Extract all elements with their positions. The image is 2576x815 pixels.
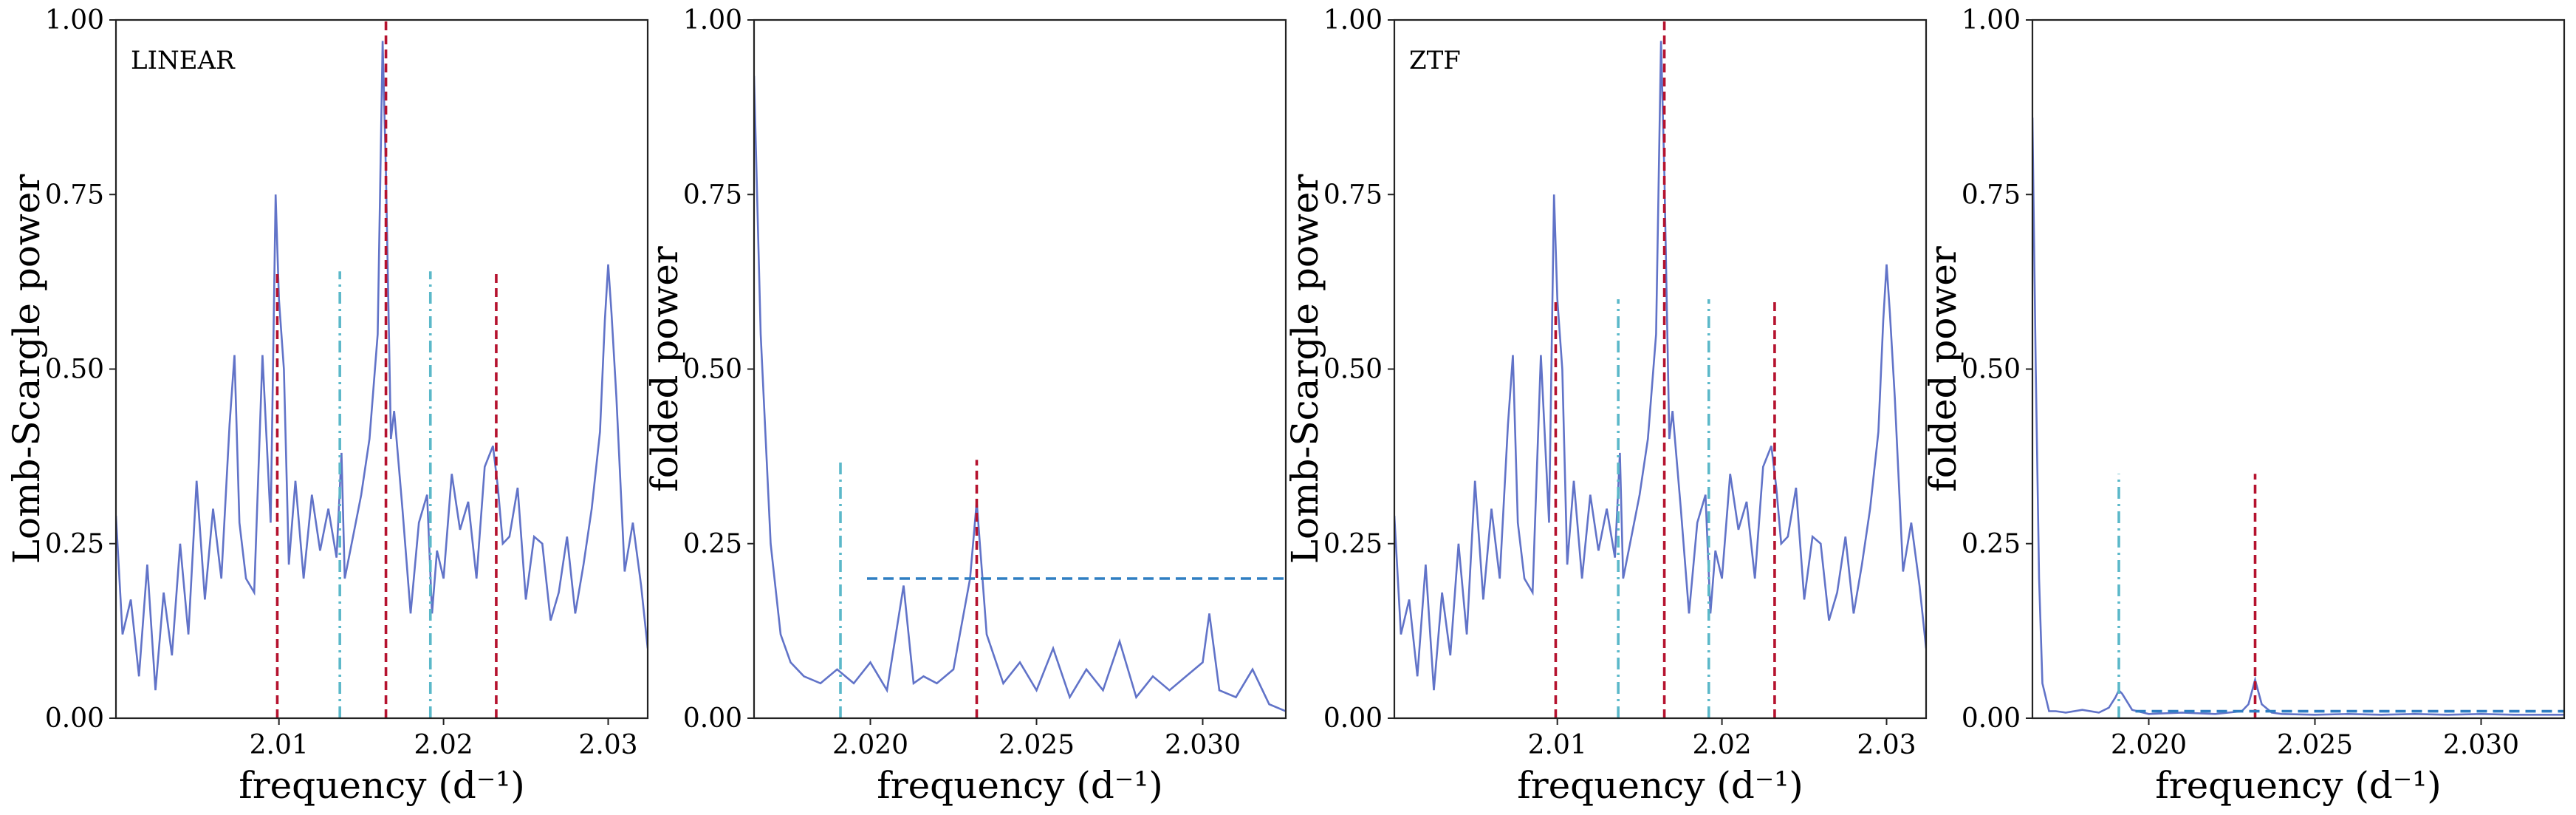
y-tick-label: 1.00 <box>1323 5 1383 35</box>
y-tick-label: 0.50 <box>683 355 742 385</box>
x-tick-label: 2.02 <box>1693 730 1752 760</box>
power-spectrum-line <box>1394 41 1926 691</box>
y-axis-label: Lomb-Scargle power <box>5 174 48 565</box>
x-axis-label: frequency (d⁻¹) <box>877 764 1163 807</box>
y-tick-label: 0.25 <box>1323 529 1383 559</box>
panel-label: LINEAR <box>131 46 236 75</box>
y-tick-label: 0.50 <box>1962 355 2021 385</box>
y-tick-label: 0.75 <box>1323 180 1383 210</box>
chart-panel-1: 0.00 0.25 0.50 0.75 1.00 2.01 2.02 2.03 frequenc… <box>5 5 649 807</box>
x-tick-label: 2.02 <box>414 730 473 760</box>
axes-frame <box>2031 18 2566 720</box>
y-tick-label: 0.50 <box>45 355 104 385</box>
axes-frame <box>753 18 1287 720</box>
y-tick-label: 1.00 <box>683 5 742 35</box>
y-tick-label: 0.25 <box>1962 529 2021 559</box>
x-tick-label: 2.025 <box>998 730 1075 760</box>
y-tick-label: 0.75 <box>683 180 742 210</box>
y-axis-label: folded power <box>643 246 686 492</box>
y-axis-label: folded power <box>1922 246 1964 492</box>
x-axis-label: frequency (d⁻¹) <box>2155 764 2442 807</box>
x-tick-label: 2.01 <box>250 730 309 760</box>
x-tick-label: 2.025 <box>2277 730 2353 760</box>
power-spectrum-line <box>116 41 648 691</box>
chart-panel-4: 0.00 0.25 0.50 0.75 1.00 2.020 2.025 2.030frequ… <box>1922 5 2566 807</box>
y-tick-label: 0.50 <box>1323 355 1383 385</box>
y-axis-label: Lomb-Scargle power <box>1284 174 1326 565</box>
y-tick-label: 0.00 <box>1323 703 1383 734</box>
x-tick-label: 2.01 <box>1528 730 1587 760</box>
y-tick-label: 0.00 <box>1962 703 2021 734</box>
x-tick-label: 2.020 <box>832 730 908 760</box>
y-tick-label: 0.00 <box>683 703 742 734</box>
y-tick-label: 0.25 <box>45 529 104 559</box>
power-spectrum-line <box>754 75 1286 712</box>
power-spectrum-line <box>2032 117 2564 716</box>
y-tick-label: 0.25 <box>683 529 742 559</box>
x-axis-label: frequency (d⁻¹) <box>1517 764 1803 807</box>
x-tick-label: 2.03 <box>1857 730 1916 760</box>
chart-panel-3: 0.00 0.25 0.50 0.75 1.00 2.01 2.02 2.03 frequenc… <box>1284 5 1928 807</box>
x-axis-label: frequency (d⁻¹) <box>239 764 525 807</box>
y-tick-label: 0.75 <box>45 180 104 210</box>
x-tick-label: 2.03 <box>578 730 637 760</box>
x-tick-label: 2.030 <box>1165 730 1241 760</box>
y-tick-label: 0.75 <box>1962 180 2021 210</box>
x-tick-label: 2.020 <box>2111 730 2187 760</box>
y-tick-label: 1.00 <box>1962 5 2021 35</box>
x-tick-label: 2.030 <box>2443 730 2519 760</box>
panel-label: ZTF <box>1409 46 1461 75</box>
y-tick-label: 0.00 <box>45 703 104 734</box>
chart-panel-2: 0.00 0.25 0.50 0.75 1.00 2.020 2.025 2.030frequ… <box>643 5 1287 807</box>
y-tick-label: 1.00 <box>45 5 104 35</box>
